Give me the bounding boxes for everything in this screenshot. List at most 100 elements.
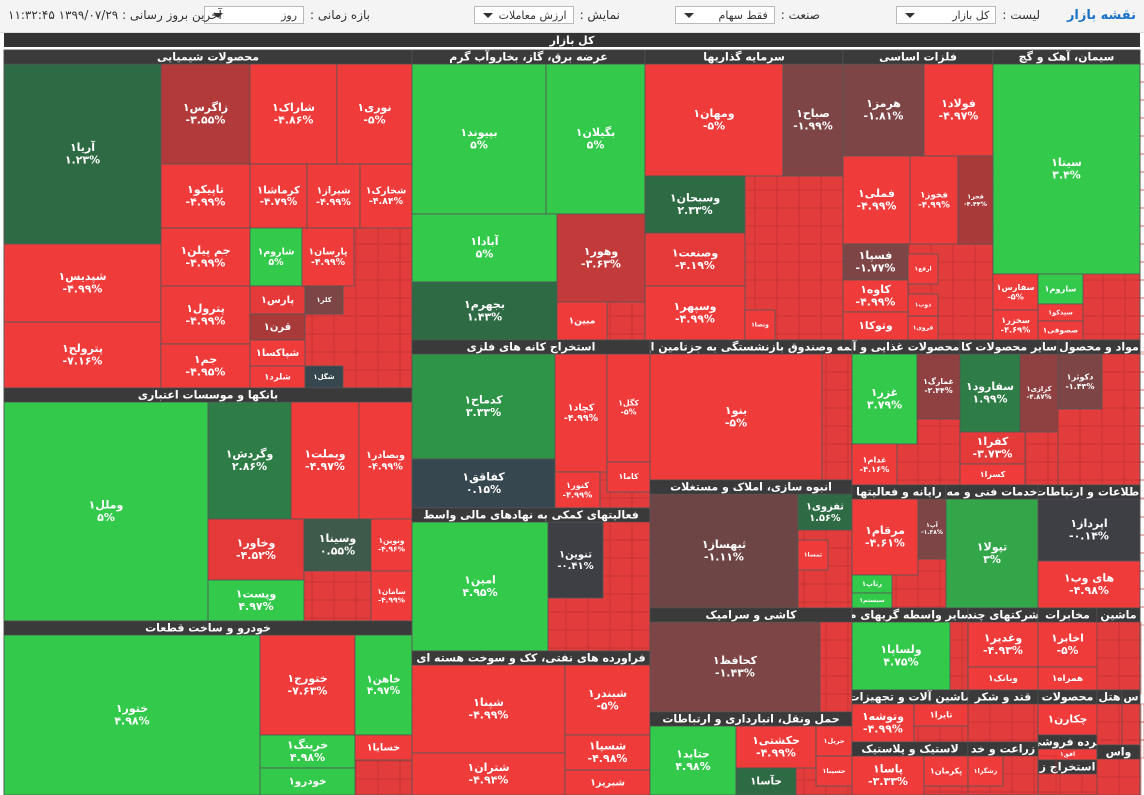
sector-name: سایر واسطه گریهای م: [848, 609, 971, 622]
stock-tile: [301, 227, 355, 287]
stock-label: حکشتی۱: [752, 734, 800, 747]
stock-tile: [3, 243, 162, 323]
stock-change: ۴.۹۷%: [238, 600, 273, 613]
stock-label: ختور۱: [116, 702, 148, 715]
stock-label: فجر۱: [967, 194, 984, 201]
stock-change: -۵%: [596, 700, 618, 713]
stock-change: -۴.۵۲%: [236, 549, 276, 562]
stock-tile: [1037, 560, 1141, 609]
sector-name: عرضه برق، گاز، بخاروآب گرم: [449, 50, 608, 64]
stock-tile: [744, 309, 776, 341]
stock-change: ۴.۷۵%: [883, 656, 918, 669]
filter: لیست : کل بازار: [896, 6, 1040, 24]
stock-tile: [797, 539, 829, 571]
sector-name: واس: [1106, 746, 1132, 759]
stock-tile: [923, 63, 994, 157]
filter-select[interactable]: فقط سهام: [674, 6, 775, 24]
stock-change: -۰.۱۴%: [1069, 530, 1109, 543]
stock-tile: [411, 521, 549, 652]
stock-change: -۵%: [363, 114, 385, 127]
stock-tile: [649, 493, 799, 609]
stock-tile: [945, 498, 1039, 609]
sector-name: فلزات اساسی: [879, 51, 957, 64]
stock-label: کفاقق۱: [462, 470, 505, 483]
stock-change: -۷.۱۶%: [63, 355, 103, 368]
sector-name: بانکها و موسسات اعتباری: [138, 389, 278, 402]
stock-label: فخوز۱: [920, 191, 948, 201]
stock-tile: [411, 353, 556, 460]
stock-tile: [303, 518, 372, 572]
stock-label: کرازی۱: [1026, 385, 1051, 393]
stock-label: وبانک۱: [988, 674, 1018, 684]
stock-change: ۵%: [268, 257, 284, 268]
stock-label: شسپا۱: [589, 739, 626, 752]
stock-tile: [909, 155, 959, 245]
stock-change: -۵%: [1057, 644, 1079, 657]
stock-tile: [259, 767, 356, 795]
stock-label: مرقام۱: [865, 524, 905, 537]
stock-label: کاوه۱: [860, 283, 891, 296]
stock-tile: [554, 353, 608, 473]
stock-label: سامان۱: [377, 587, 405, 596]
stock-label: کفرا۱: [977, 435, 1009, 448]
stock-change: -۱.۴۳%: [1065, 382, 1094, 391]
stock-label: وهور۱: [584, 245, 619, 258]
stock-label: سخزر۱: [1001, 315, 1030, 326]
filter-select[interactable]: ارزش معاملات: [473, 6, 574, 24]
stock-tile: [957, 155, 994, 245]
stock-label: شپنا۱: [473, 696, 504, 709]
stock-change: -۴.۹۹%: [563, 489, 593, 499]
stock-tile: [851, 443, 898, 486]
stock-change: -۳.۵۵%: [186, 114, 226, 127]
sector: ختور۱۴.۹۸%ختورج۱-۷.۶۳%خاهن۱۴.۹۷%خرینگ۱۴.…: [3, 620, 423, 795]
stock-change: -۴.۶۱%: [865, 537, 905, 550]
stock-change: -۴.۹۹%: [378, 595, 406, 604]
stock-change: -۴.۹۹%: [469, 709, 509, 722]
stock-label: وصنعت۱: [672, 246, 719, 259]
stock-label: غزر۱: [871, 386, 898, 399]
stock-tile: [564, 664, 651, 736]
filter-select[interactable]: روز: [204, 6, 305, 24]
stock-label: فروی۱: [913, 325, 934, 332]
stock-label: ثفزوی۱: [806, 502, 844, 513]
sector: وملل۱۵%وگردش۱۲.۸۶%وبملت۱-۴.۹۷%وبصادر۱-۴.…: [3, 387, 423, 637]
stock-tile: [304, 285, 344, 315]
filter-select[interactable]: کل بازار: [896, 6, 997, 24]
stock-change: -۴.۹۷%: [305, 460, 345, 473]
stock-change: -۳.۳۳%: [868, 775, 908, 788]
stock-label: شلرد۱: [264, 372, 291, 383]
sector-name: رایانه و فعالیتها: [856, 486, 942, 499]
stock-label: بنو۱: [725, 404, 747, 417]
stock-change: ۱.۲۳%: [65, 154, 100, 167]
stock-label: وگردش۱: [226, 447, 274, 460]
stock-tile: [644, 285, 746, 341]
filler-tile: [917, 791, 941, 795]
sector-header: [1037, 484, 1141, 500]
stock-label: آریا۱: [70, 140, 95, 154]
stock-change: ۳.۳۳%: [466, 406, 501, 419]
stock-label: هرمز۱: [866, 97, 901, 110]
sector-name: اطلاعات و ارتباطات: [1035, 486, 1143, 499]
sector-name: فراورده های نفتی، کک و سوخت هسته ای: [416, 652, 645, 665]
stock-label: پارس۱: [261, 295, 294, 306]
stock-change: -۴.۹۹%: [856, 296, 896, 309]
sector-name: س: [1123, 691, 1138, 704]
stock-tile: [411, 458, 556, 509]
stock-label: وسینا۱: [319, 532, 357, 545]
stock-label: شپاکسا۱: [256, 348, 300, 359]
stock-change: -۴.۸۷%: [1027, 393, 1052, 401]
stock-label: حریل۱: [823, 737, 844, 745]
stock-tile: [916, 353, 961, 420]
stock-tile: [359, 163, 413, 229]
stock-change: -۱.۳۸%: [921, 529, 943, 536]
sector-name: خرده فروشی: [1031, 736, 1105, 749]
stock-label: زاگرس۱: [183, 101, 228, 114]
stock-label: کگل۱: [618, 398, 639, 408]
stock-label: ختورج۱: [287, 672, 327, 686]
stock-change: -۱.۸۱%: [864, 110, 904, 123]
